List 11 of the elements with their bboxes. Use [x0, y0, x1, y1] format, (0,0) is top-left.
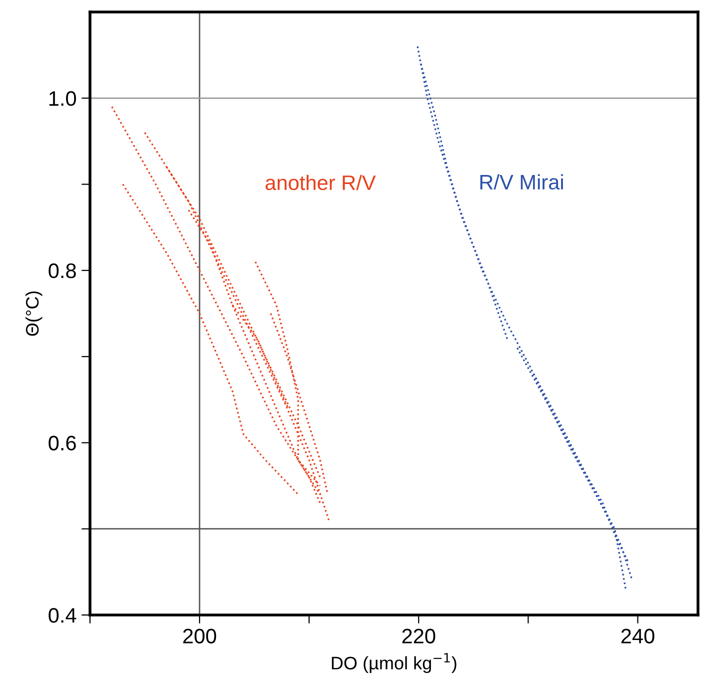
y-tick-label: 0.4: [48, 608, 76, 623]
series-label: R/V Mirai: [480, 174, 563, 190]
x-axis-title: DO (µmol kg$^{−1}$): [332, 653, 456, 674]
text: another R/V: [266, 174, 376, 190]
x-tick-label: 200: [183, 628, 216, 644]
x-tick-label: 220: [402, 628, 436, 644]
y-tick-label: 1.0: [49, 91, 76, 106]
y-axis-title: Θ(°C): [25, 291, 42, 336]
x-tick-label: 240: [621, 628, 654, 644]
y-tick-label: 0.8: [48, 263, 76, 278]
y-tick-label: 0.6: [48, 436, 76, 450]
